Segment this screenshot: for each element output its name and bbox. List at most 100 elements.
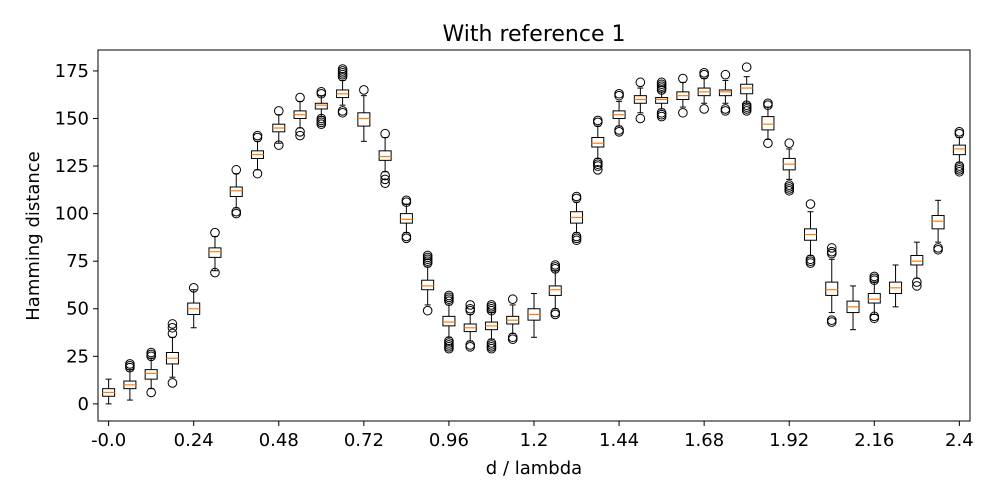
outlier-point [763,138,773,149]
outlier-point [231,208,242,219]
outlier-point [656,107,667,118]
outlier-point [614,88,624,99]
outlier-point [507,294,518,305]
outlier-point [571,233,582,244]
outlier-point [380,170,390,181]
outlier-point [401,195,412,206]
x-tick-label: 2.4 [945,430,974,451]
outlier-point [933,243,943,253]
box-13 [378,150,392,161]
box-15 [421,279,435,291]
outlier-point [784,138,795,149]
outlier-point [678,107,688,118]
outlier-point [507,334,518,344]
outlier-point [593,165,603,175]
outlier-point [741,62,752,72]
x-tick-label: 2.16 [854,430,894,451]
box-31 [761,116,775,131]
plot-area: -0.0 0.24 0.48 0.72 0.96 1.2 1.44 1.68 1.92 2.16 2… [55,49,974,451]
x-tick-label: 0.72 [344,430,384,451]
outlier-point [826,246,837,257]
box-21 [548,285,562,296]
box-29 [718,89,732,97]
box-16 [442,315,456,327]
outlier-point [593,115,603,126]
box-30 [740,83,754,95]
outlier-point [465,342,475,352]
outlier-point [401,231,412,242]
outlier-point [444,290,454,301]
outlier-point [571,231,582,242]
x-tick-label: 0.48 [259,430,299,451]
y-tick-label: 0 [78,394,89,415]
x-tick-label: 1.2 [520,430,549,451]
outlier-point [422,305,433,316]
outlier-point [273,140,284,150]
outlier-point [316,113,327,124]
outlier-point [380,128,390,139]
outlier-point [869,313,880,324]
outlier-point [912,277,922,287]
outlier-point [720,69,731,80]
outlier-point [465,300,475,310]
outlier-point [614,90,624,101]
outlier-point [295,130,305,141]
box-12 [357,112,371,127]
outlier-point [869,273,880,284]
outlier-point [635,77,646,88]
outlier-point [550,262,561,272]
y-tick-label: 125 [55,156,89,177]
outlier-point [146,387,156,398]
box-23 [591,137,605,148]
outlier-point [826,317,837,327]
outlier-point [465,340,475,350]
outlier-point [210,227,220,238]
x-tick-label: 0.24 [174,430,214,451]
box-10 [314,102,328,110]
outlier-point [231,206,242,217]
outlier-point [444,336,454,346]
outlier-point [252,168,263,179]
outlier-point [699,69,709,80]
chart-title: With reference 1 [443,22,626,47]
box-26 [655,97,669,104]
outlier-point [167,378,178,388]
outlier-point [954,128,965,139]
outlier-point [146,349,156,360]
x-tick-label: -0.0 [91,430,126,451]
plot-frame [97,49,971,422]
outlier-point [869,271,880,282]
box-38 [910,254,924,266]
outlier-point [699,104,709,114]
outlier-point [359,85,369,95]
box-5 [208,247,222,258]
outlier-point [912,281,922,291]
x-tick-label: 1.92 [769,430,809,451]
y-tick-label: 150 [55,108,89,129]
outlier-point [188,283,199,293]
outlier-point [699,68,709,78]
outlier-point [614,125,624,135]
box-2 [144,369,158,380]
outlier-point [571,191,582,202]
outlier-point [805,199,816,209]
outlier-point [593,117,603,128]
outlier-point [316,87,327,97]
y-tick-label: 100 [55,204,89,225]
outlier-point [507,332,518,343]
outlier-point [933,244,943,255]
outlier-point [678,73,688,84]
outlier-point [252,132,263,143]
outlier-point [167,328,178,339]
box-36 [867,293,881,304]
outlier-point [550,309,561,320]
outlier-point [337,106,348,116]
box-14 [399,213,413,224]
outlier-point [273,106,284,116]
outlier-point [954,127,965,137]
outlier-point [167,322,178,333]
outlier-point [869,311,880,322]
outlier-point [763,98,773,109]
x-tick-label: 1.44 [599,430,639,451]
